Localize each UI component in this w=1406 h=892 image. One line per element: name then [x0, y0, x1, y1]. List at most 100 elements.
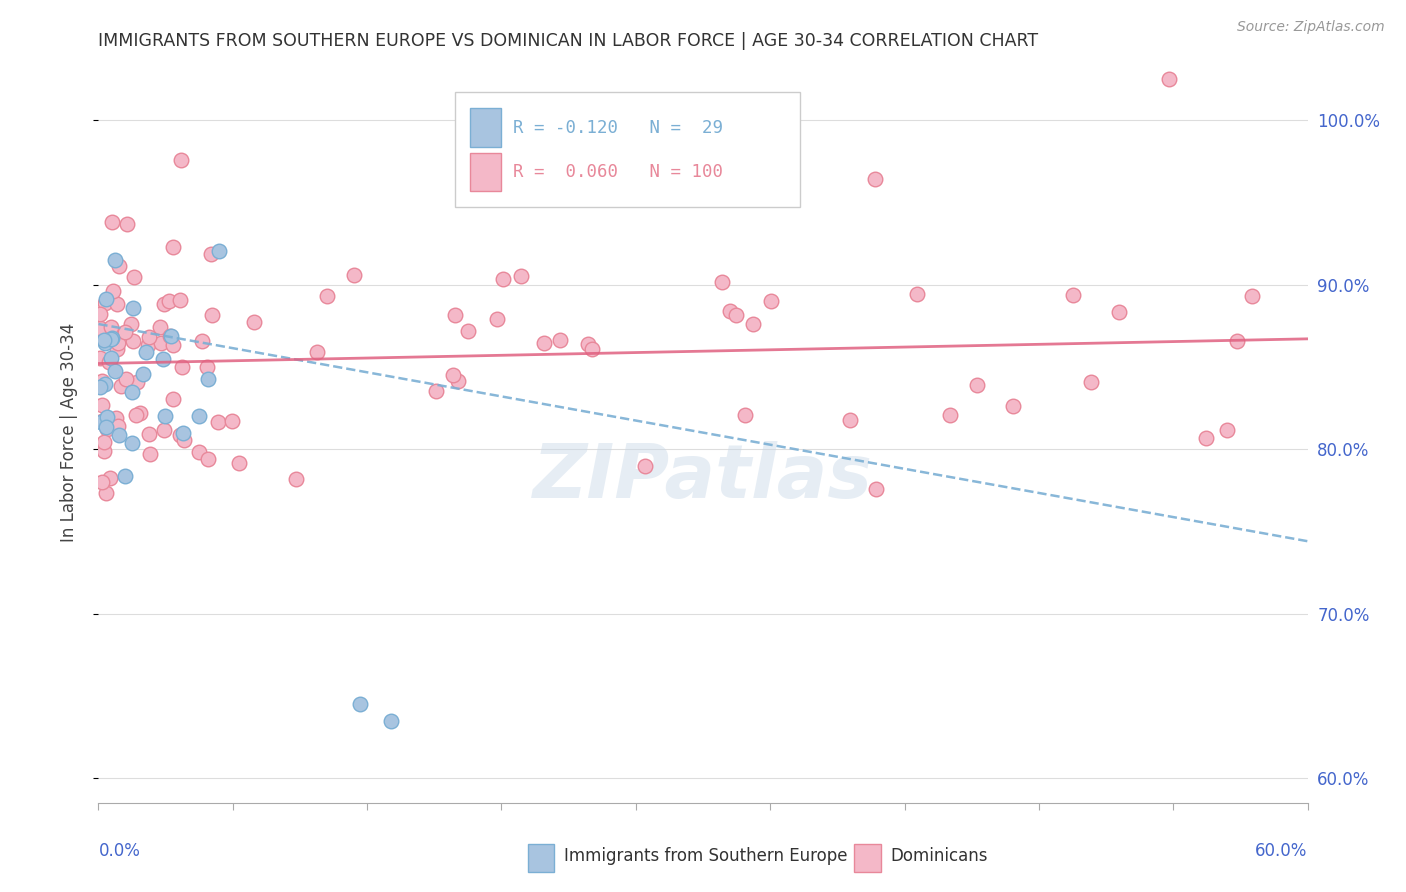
Point: [581, 342, 603, 356]
Point: [221, 414, 243, 428]
Point: [718, 304, 741, 318]
Point: [138, 447, 160, 461]
Text: Source: ZipAtlas.com: Source: ZipAtlas.com: [1237, 20, 1385, 34]
Point: [121, 301, 143, 315]
Bar: [527, 844, 554, 872]
Point: [1080, 375, 1102, 389]
Point: [540, 178, 562, 193]
Text: ZIPatlas: ZIPatlas: [533, 441, 873, 514]
Point: [170, 153, 193, 168]
Point: [548, 333, 571, 347]
Point: [509, 269, 531, 284]
Point: [742, 317, 765, 331]
Point: [90, 475, 112, 489]
Point: [138, 330, 160, 344]
Point: [169, 428, 191, 442]
Text: IMMIGRANTS FROM SOUTHERN EUROPE VS DOMINICAN IN LABOR FORCE | AGE 30-34 CORRELAT: IMMIGRANTS FROM SOUTHERN EUROPE VS DOMIN…: [98, 32, 1039, 50]
Point: [100, 332, 122, 346]
Point: [90, 415, 112, 429]
Point: [93, 444, 115, 458]
Point: [1226, 334, 1249, 348]
Point: [316, 289, 339, 303]
Point: [305, 345, 328, 359]
Point: [1108, 304, 1130, 318]
Point: [101, 285, 124, 299]
Point: [939, 408, 962, 422]
Point: [94, 486, 117, 500]
Point: [100, 331, 122, 345]
Point: [89, 307, 111, 321]
Point: [91, 398, 114, 412]
Point: [150, 336, 173, 351]
Point: [1240, 289, 1263, 303]
Point: [91, 374, 114, 388]
Point: [153, 409, 176, 424]
Point: [172, 425, 194, 440]
Point: [114, 468, 136, 483]
Point: [104, 253, 127, 268]
Point: [1195, 431, 1218, 445]
Point: [634, 459, 657, 474]
Point: [1216, 423, 1239, 437]
Point: [94, 334, 117, 348]
Point: [839, 413, 862, 427]
Point: [94, 419, 117, 434]
Point: [533, 336, 555, 351]
Bar: [470, 153, 501, 191]
Point: [89, 380, 111, 394]
Point: [159, 329, 181, 343]
Point: [108, 428, 131, 442]
Point: [380, 714, 402, 728]
Point: [153, 423, 176, 437]
Point: [173, 434, 195, 448]
Point: [349, 697, 371, 711]
Point: [96, 422, 118, 436]
Point: [457, 324, 479, 338]
Point: [284, 472, 307, 486]
FancyBboxPatch shape: [456, 92, 800, 207]
Bar: [470, 108, 501, 147]
Point: [197, 452, 219, 467]
Point: [170, 360, 193, 375]
Point: [98, 470, 121, 484]
Point: [91, 414, 114, 428]
Point: [125, 409, 148, 423]
Point: [105, 342, 128, 356]
Point: [100, 351, 122, 366]
Point: [122, 269, 145, 284]
Point: [94, 292, 117, 306]
Point: [121, 436, 143, 450]
Point: [485, 311, 508, 326]
Point: [93, 377, 115, 392]
Point: [162, 337, 184, 351]
Point: [107, 259, 129, 273]
Point: [441, 368, 464, 382]
Point: [444, 308, 467, 322]
Point: [169, 293, 191, 308]
Point: [492, 271, 515, 285]
Text: Immigrants from Southern Europe: Immigrants from Southern Europe: [564, 847, 848, 865]
Point: [208, 244, 231, 258]
Point: [96, 409, 118, 424]
Point: [761, 294, 783, 309]
Point: [447, 374, 470, 388]
Point: [160, 329, 183, 343]
Point: [129, 406, 152, 420]
Point: [107, 336, 129, 351]
Text: Dominicans: Dominicans: [890, 847, 988, 865]
Text: R =  0.060   N = 100: R = 0.060 N = 100: [513, 163, 723, 181]
Text: 0.0%: 0.0%: [98, 842, 141, 860]
Point: [138, 427, 160, 442]
Point: [162, 392, 184, 406]
Point: [89, 351, 111, 365]
Point: [93, 295, 115, 310]
Point: [425, 384, 447, 398]
Point: [201, 308, 224, 322]
Point: [104, 363, 127, 377]
Point: [863, 172, 886, 186]
Point: [865, 482, 887, 496]
Point: [100, 320, 122, 334]
Point: [200, 246, 222, 260]
Point: [93, 435, 115, 450]
Point: [197, 372, 219, 386]
